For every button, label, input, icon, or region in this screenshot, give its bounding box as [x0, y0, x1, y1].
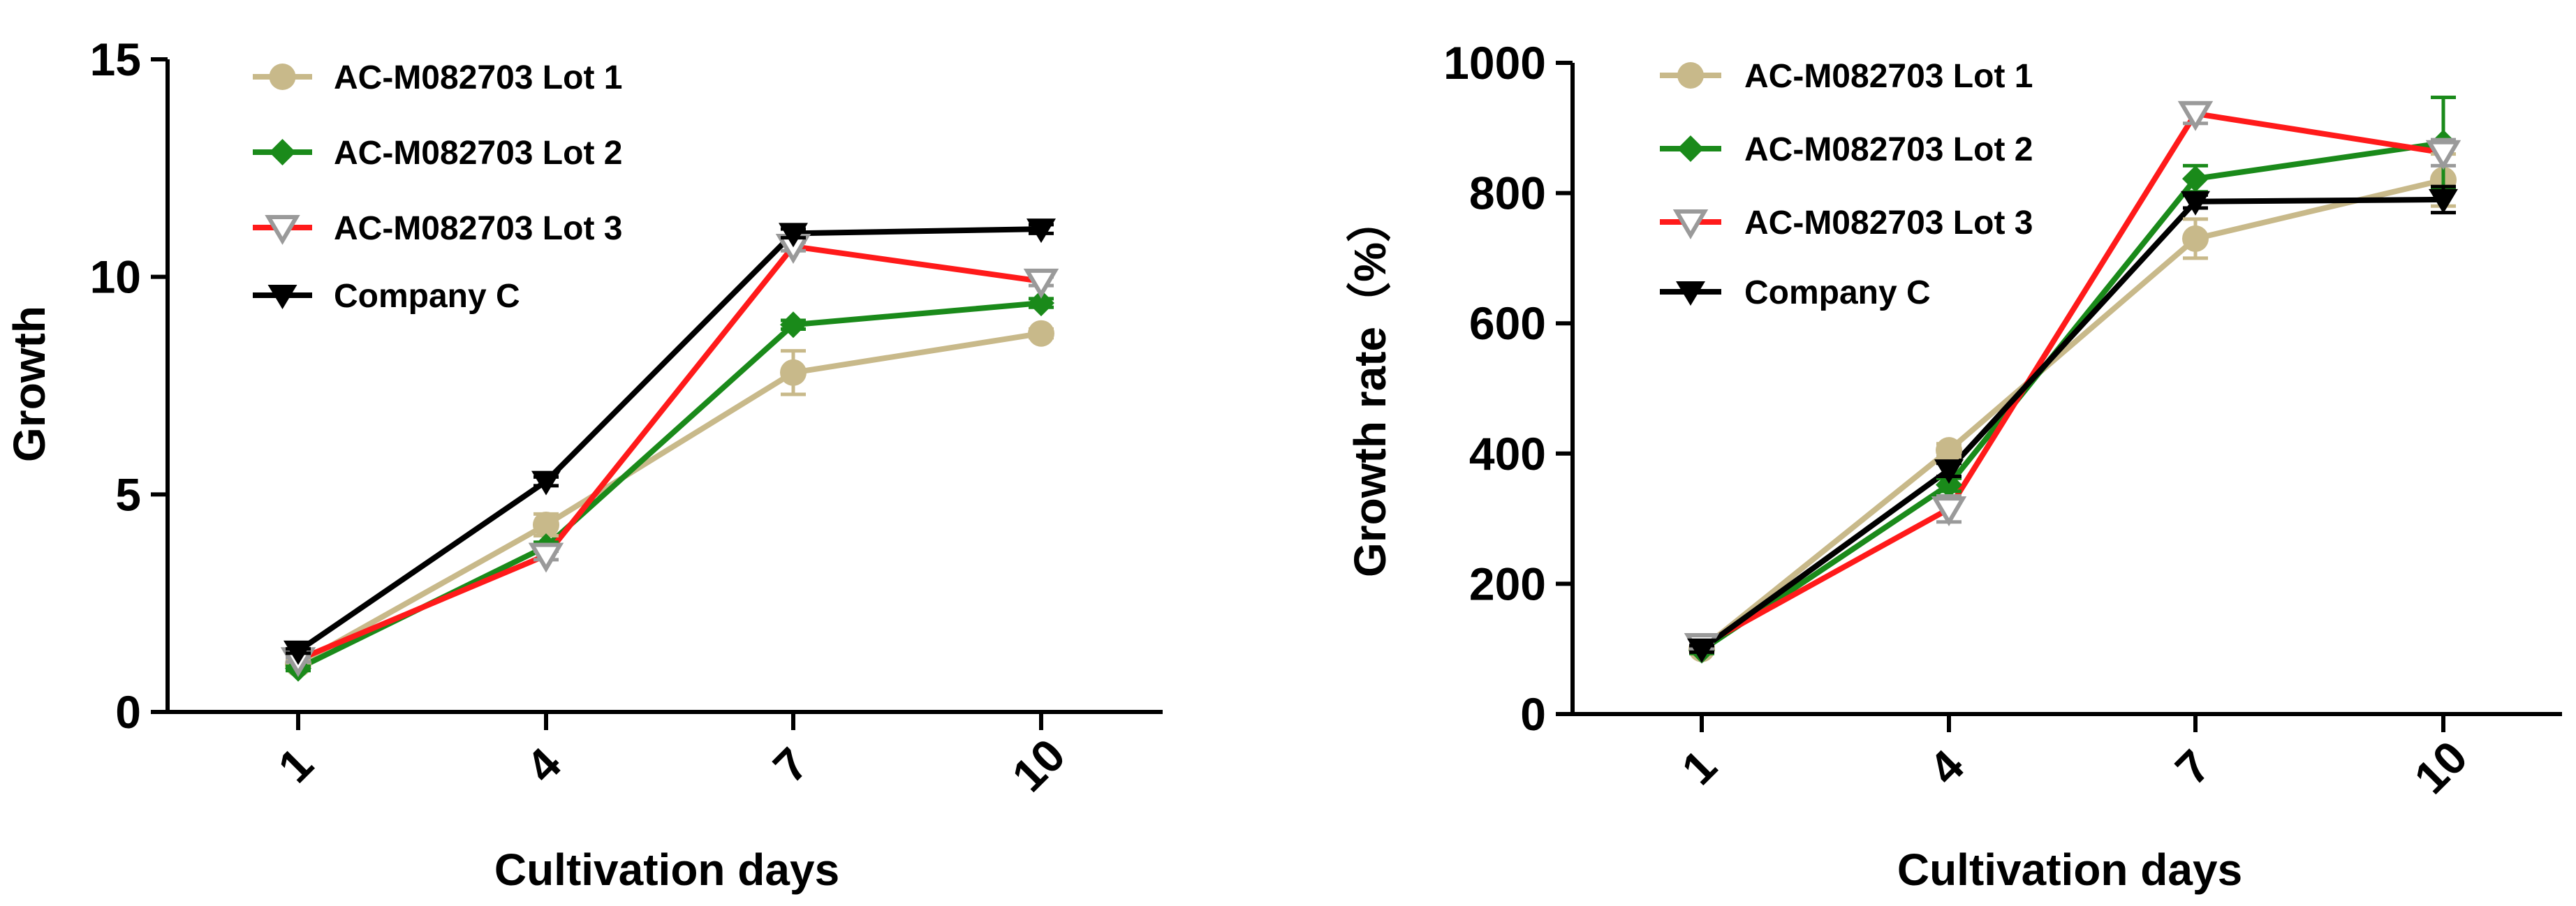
- growth-rate-x-tick-label: 10: [2404, 731, 2477, 803]
- growth-x-tick-label: 10: [1002, 729, 1075, 801]
- growth-rate-y-tick-label: 600: [1469, 297, 1546, 349]
- growth-rate-y-tick-label: 800: [1469, 168, 1546, 219]
- growth-rate-legend-label: AC-M082703 Lot 3: [1744, 205, 2033, 242]
- growth-legend-label: AC-M082703 Lot 1: [334, 59, 622, 96]
- growth-rate-data-point-company-c: [1934, 459, 1964, 484]
- growth-rate-y-tick-label: 400: [1469, 428, 1546, 480]
- growth-rate-y-tick-label: 0: [1520, 688, 1546, 740]
- growth-data-point-ac-m082703-lot-3: [1023, 268, 1059, 299]
- growth-data-point-ac-m082703-lot-2: [1028, 290, 1054, 317]
- growth-data-point-ac-m082703-lot-1: [780, 359, 807, 386]
- growth-y-tick-label: 5: [115, 468, 141, 520]
- growth-legend-label: AC-M082703 Lot 2: [334, 135, 622, 172]
- growth-x-tick-label: 7: [763, 738, 818, 792]
- growth-rate-data-point-company-c: [2429, 188, 2458, 214]
- growth-y-tick-label: 0: [115, 686, 141, 738]
- growth-rate-chart-panel: 0 200 400 600 800 1000 1 4 7 10 Growth rate（%） Cult…: [1288, 0, 2575, 906]
- growth-y-axis-title: Growth: [4, 306, 54, 462]
- growth-data-point-ac-m082703-lot-2: [780, 311, 807, 339]
- growth-rate-data-point-ac-m082703-lot-2: [1936, 471, 1962, 498]
- growth-rate-data-point-ac-m082703-lot-3: [1931, 496, 1967, 527]
- growth-rate-legend-label: Company C: [1744, 274, 1931, 311]
- growth-rate-x-axis-title: Cultivation days: [1897, 845, 2242, 895]
- growth-rate-data-point-company-c: [2181, 191, 2210, 216]
- growth-rate-data-point-company-c: [1687, 638, 1716, 663]
- growth-data-point-company-c: [284, 640, 313, 665]
- growth-series-line-company-c: [296, 226, 1042, 654]
- growth-y-tick-label: 15: [90, 34, 141, 85]
- growth-legend-marker-company-c: [267, 285, 297, 309]
- growth-y-tick-label: 10: [90, 251, 141, 303]
- growth-rate-data-point-ac-m082703-lot-1: [2182, 225, 2209, 252]
- growth-data-point-ac-m082703-lot-3: [528, 542, 564, 573]
- growth-rate-data-point-ac-m082703-lot-2: [2182, 165, 2209, 193]
- growth-legend-marker-ac-m082703-lot-3: [265, 215, 300, 245]
- growth-x-tick-label: 1: [268, 738, 323, 792]
- growth-rate-y-tick-label: 200: [1469, 558, 1546, 609]
- growth-data-point-company-c: [779, 223, 808, 248]
- growth-rate-y-axis-title: Growth rate（%）: [1345, 198, 1395, 577]
- growth-x-axis-title: Cultivation days: [494, 845, 839, 895]
- growth-rate-legend-marker-ac-m082703-lot-3: [1672, 209, 1709, 239]
- growth-data-point-ac-m082703-lot-1: [533, 511, 559, 538]
- growth-series-line-ac-m082703-lot-3: [297, 244, 1042, 662]
- growth-rate-legend-label: AC-M082703 Lot 2: [1744, 131, 2033, 168]
- growth-rate-chart: 0 200 400 600 800 1000 1 4 7 10 Growth rate（%） Cult…: [1345, 37, 2562, 895]
- growth-x-tick-label: 4: [516, 738, 571, 792]
- growth-legend-marker-ac-m082703-lot-2: [269, 139, 296, 165]
- growth-rate-series-line-ac-m082703-lot-3: [1700, 110, 2444, 648]
- growth-rate-legend-marker-company-c: [1676, 281, 1705, 306]
- growth-data-point-company-c: [531, 470, 561, 496]
- growth-rate-x-tick-label: 1: [1672, 740, 1726, 794]
- growth-rate-legend-marker-ac-m082703-lot-1: [1677, 62, 1704, 89]
- growth-chart: 0 5 10 15 1 4 7 10 Growth Cultivation days AC-M082…: [4, 34, 1163, 895]
- growth-legend-label: Company C: [334, 278, 520, 315]
- growth-rate-legend-marker-ac-m082703-lot-2: [1677, 135, 1704, 162]
- growth-legend-label: AC-M082703 Lot 3: [334, 210, 622, 247]
- growth-rate-x-tick-label: 4: [1919, 740, 1973, 794]
- growth-chart-panel: 0 5 10 15 1 4 7 10 Growth Cultivation days AC-M082…: [4, 34, 1163, 895]
- growth-legend-marker-ac-m082703-lot-1: [269, 64, 296, 90]
- growth-data-point-company-c: [1026, 218, 1056, 244]
- growth-rate-legend-label: AC-M082703 Lot 1: [1744, 58, 2033, 95]
- growth-rate-data-point-ac-m082703-lot-1: [1936, 437, 1962, 464]
- growth-data-point-ac-m082703-lot-1: [1028, 320, 1054, 347]
- growth-rate-series-line-company-c: [1700, 196, 2444, 651]
- growth-series-line-ac-m082703-lot-1: [297, 330, 1042, 667]
- growth-rate-x-tick-label: 7: [2165, 740, 2220, 794]
- growth-rate-series-line-ac-m082703-lot-1: [1700, 177, 2444, 651]
- growth-rate-data-point-ac-m082703-lot-3: [2425, 140, 2461, 170]
- growth-rate-y-tick-label: 1000: [1443, 37, 1546, 89]
- growth-rate-data-point-ac-m082703-lot-3: [2177, 101, 2214, 131]
